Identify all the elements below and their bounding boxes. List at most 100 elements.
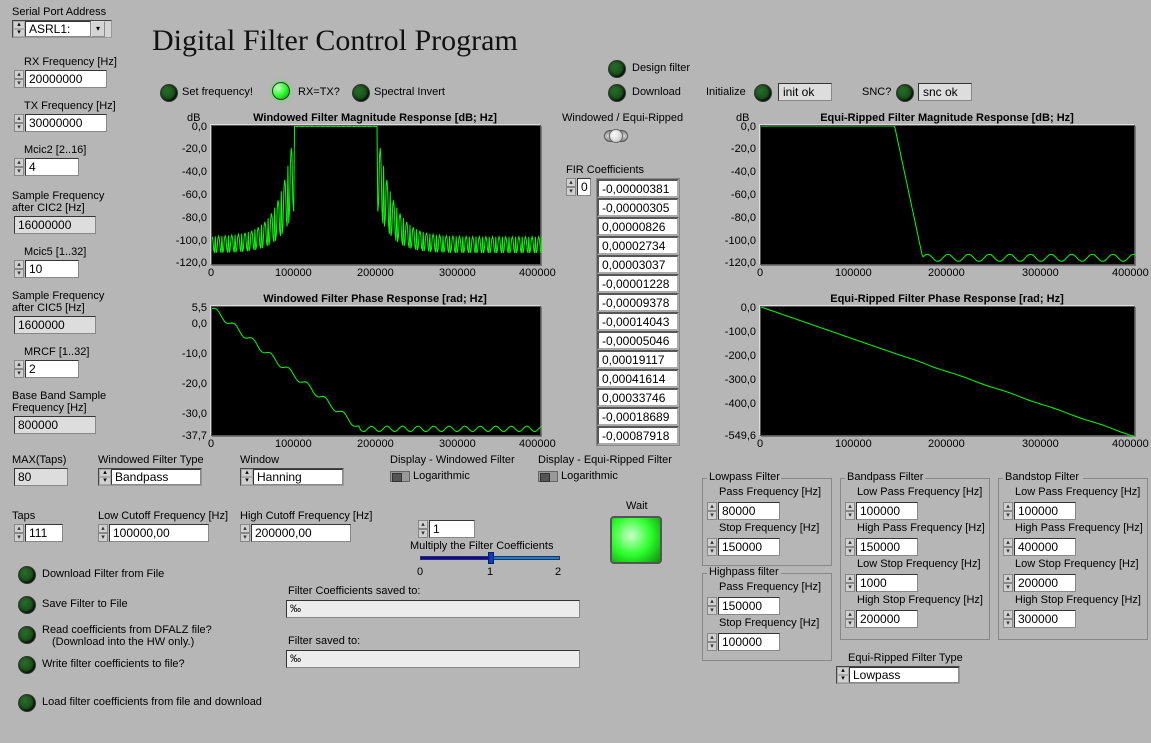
- mrcf-input[interactable]: ▴▾ 2: [14, 360, 79, 378]
- windowed-filter-type-value: Bandpass: [111, 469, 201, 485]
- lp-pass-input[interactable]: ▴▾80000: [707, 502, 780, 520]
- spectral-invert-led[interactable]: [352, 84, 370, 102]
- fir-cell: 0,00033746: [597, 388, 679, 407]
- serial-port-select[interactable]: ▴▾ ASRL1: ▾: [12, 20, 112, 38]
- fir-index-input[interactable]: ▴▾ 0: [566, 178, 591, 196]
- equi-phase-chart: [760, 306, 1135, 436]
- rx-freq-input[interactable]: ▴▾ 20000000: [14, 70, 107, 88]
- bs-highpass-value: 400000: [1014, 538, 1076, 556]
- hp-stop-label: Stop Frequency [Hz]: [719, 617, 827, 629]
- window-select[interactable]: ▴▾ Hanning: [240, 468, 344, 486]
- high-cutoff-input[interactable]: ▴▾ 200000,00: [240, 524, 351, 542]
- tx-freq-input[interactable]: ▴▾ 30000000: [14, 114, 107, 132]
- xtick: 100000: [835, 438, 872, 450]
- ytick: 0,0: [741, 302, 756, 314]
- bp-highstop-value: 200000: [856, 610, 918, 628]
- bs-lowstop-label: Low Stop Frequency [Hz]: [1015, 558, 1143, 570]
- xtick: 200000: [928, 438, 965, 450]
- equi-filter-type-label: Equi-Ripped Filter Type: [848, 652, 963, 664]
- save-filter-to-file-label: Save Filter to File: [42, 598, 128, 610]
- lp-stop-label: Stop Frequency [Hz]: [719, 522, 827, 534]
- bp-highstop-input[interactable]: ▴▾200000: [845, 610, 918, 628]
- fir-cell: -0,00001228: [597, 274, 679, 293]
- sf-cic5-label-1: Sample Frequency: [12, 290, 104, 302]
- snc-status: snc ok: [918, 83, 972, 101]
- xtick: 300000: [1022, 438, 1059, 450]
- ytick: 5,5: [192, 302, 207, 314]
- save-filter-to-file-led[interactable]: [18, 596, 36, 614]
- read-dfalz-label-1: Read coefficients from DFALZ file?: [42, 624, 212, 636]
- display-windowed-toggle[interactable]: Logarithmic: [390, 470, 470, 482]
- taps-input[interactable]: ▴▾ 111: [14, 524, 63, 542]
- bs-lowstop-input[interactable]: ▴▾200000: [1003, 574, 1076, 592]
- initialize-led[interactable]: [754, 84, 772, 102]
- ytick: -80,0: [731, 212, 756, 224]
- bp-lowstop-label: Low Stop Frequency [Hz]: [857, 558, 985, 570]
- multiply-slider[interactable]: 0 1 2: [420, 556, 560, 560]
- ytick: 0,0: [741, 121, 756, 133]
- rx-tx-led[interactable]: [272, 82, 290, 100]
- hp-stop-input[interactable]: ▴▾100000: [707, 633, 780, 651]
- write-coef-led[interactable]: [18, 656, 36, 674]
- mcic5-input[interactable]: ▴▾ 10: [14, 260, 79, 278]
- bp-lowstop-input[interactable]: ▴▾1000: [845, 574, 918, 592]
- rx-freq-label: RX Frequency [Hz]: [24, 56, 117, 68]
- chart-title: Windowed Filter Phase Response [rad; Hz]: [215, 293, 535, 305]
- ytick: -60,0: [731, 189, 756, 201]
- read-dfalz-led[interactable]: [18, 626, 36, 644]
- download-filter-from-file-led[interactable]: [18, 566, 36, 584]
- display-equi-toggle[interactable]: Logarithmic: [538, 470, 618, 482]
- bs-lowpass-input[interactable]: ▴▾100000: [1003, 502, 1076, 520]
- windowed-equi-toggle[interactable]: [604, 130, 628, 142]
- mcic2-input[interactable]: ▴▾ 4: [14, 158, 79, 176]
- windowed-filter-type-select[interactable]: ▴▾ Bandpass: [98, 468, 202, 486]
- high-cutoff-label: High Cutoff Frequency [Hz]: [240, 510, 372, 522]
- snc-label: SNC?: [862, 86, 891, 98]
- hp-pass-input[interactable]: ▴▾150000: [707, 597, 780, 615]
- bs-highstop-input[interactable]: ▴▾300000: [1003, 610, 1076, 628]
- set-frequency-led[interactable]: [160, 84, 178, 102]
- ytick: -40,0: [182, 166, 207, 178]
- bp-highpass-input[interactable]: ▴▾150000: [845, 538, 918, 556]
- mcic2-label: Mcic2 [2..16]: [24, 144, 86, 156]
- rx-freq-value: 20000000: [25, 70, 107, 88]
- bs-highstop-value: 300000: [1014, 610, 1076, 628]
- equi-filter-type-select[interactable]: ▴▾ Lowpass: [836, 666, 960, 684]
- xtick: 100000: [275, 267, 312, 279]
- windowed-phase-panel: Windowed Filter Phase Response [rad; Hz]…: [155, 296, 545, 461]
- load-and-download-label: Load filter coefficients from file and d…: [42, 696, 262, 708]
- low-cutoff-input[interactable]: ▴▾ 100000,00: [98, 524, 209, 542]
- wait-indicator: [610, 516, 662, 564]
- max-taps-value: 80: [14, 468, 68, 486]
- sf-cic5-value: 1600000: [14, 316, 96, 334]
- lp-stop-input[interactable]: ▴▾150000: [707, 538, 780, 556]
- bs-highpass-label: High Pass Frequency [Hz]: [1015, 522, 1143, 534]
- xtick: 0: [757, 438, 763, 450]
- xtick: 0: [208, 267, 214, 279]
- xtick: 300000: [439, 438, 476, 450]
- snc-led[interactable]: [896, 84, 914, 102]
- multiply-input[interactable]: ▴▾ 1: [418, 520, 475, 538]
- ytick: 0,0: [192, 121, 207, 133]
- sf-cic5-label-2: after CIC5 [Hz]: [12, 302, 85, 314]
- ytick: -549,6: [725, 430, 756, 442]
- mcic2-value: 4: [25, 158, 79, 176]
- fir-cell: -0,00009378: [597, 293, 679, 312]
- bs-highpass-input[interactable]: ▴▾400000: [1003, 538, 1076, 556]
- xtick: 300000: [439, 267, 476, 279]
- fir-cell: -0,00000305: [597, 198, 679, 217]
- write-coef-label: Write filter coefficients to file?: [42, 658, 185, 670]
- equi-phase-panel: Equi-Ripped Filter Phase Response [rad; …: [700, 296, 1140, 461]
- bbsf-label-2: Frequency [Hz]: [12, 402, 87, 414]
- bp-lowpass-input[interactable]: ▴▾100000: [845, 502, 918, 520]
- chart-title: Equi-Ripped Filter Phase Response [rad; …: [762, 293, 1132, 305]
- download-led[interactable]: [608, 84, 626, 102]
- load-and-download-led[interactable]: [18, 694, 36, 712]
- fir-cell: -0,00014043: [597, 312, 679, 331]
- bs-highstop-label: High Stop Frequency [Hz]: [1015, 594, 1143, 606]
- ytick: 0,0: [192, 318, 207, 330]
- design-filter-led[interactable]: [608, 60, 626, 78]
- xtick: 400000: [519, 438, 556, 450]
- window-value: Hanning: [253, 469, 343, 485]
- windowed-phase-chart: [211, 306, 541, 436]
